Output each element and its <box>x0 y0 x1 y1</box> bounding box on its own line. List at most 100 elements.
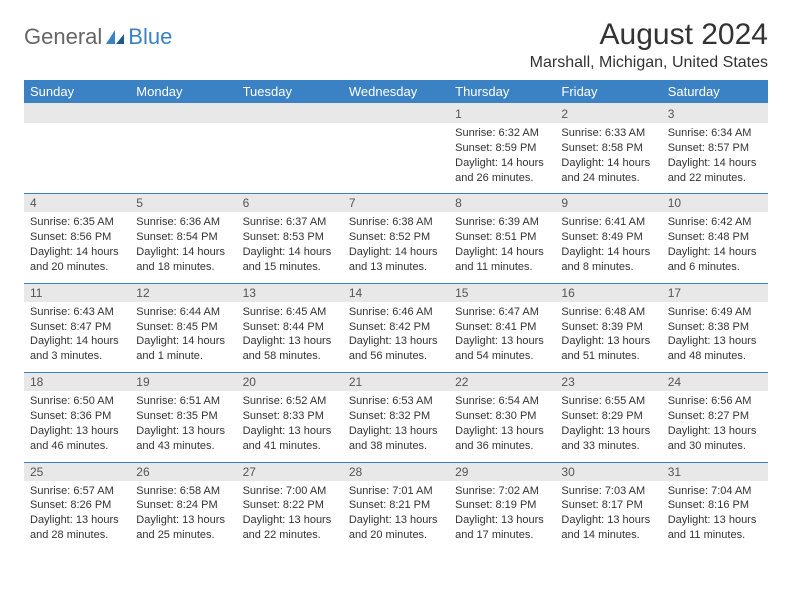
daylight-text: and 56 minutes. <box>349 349 443 364</box>
calendar-cell: 17Sunrise: 6:49 AMSunset: 8:38 PMDayligh… <box>662 283 768 372</box>
cell-body: Sunrise: 6:37 AMSunset: 8:53 PMDaylight:… <box>237 212 343 282</box>
day-number: 6 <box>237 194 343 212</box>
cell-body: Sunrise: 6:48 AMSunset: 8:39 PMDaylight:… <box>555 302 661 372</box>
cell-body: Sunrise: 6:43 AMSunset: 8:47 PMDaylight:… <box>24 302 130 372</box>
day-number: 4 <box>24 194 130 212</box>
day-number-empty <box>130 105 236 123</box>
calendar-cell: 28Sunrise: 7:01 AMSunset: 8:21 PMDayligh… <box>343 462 449 551</box>
sunset-text: Sunset: 8:36 PM <box>30 409 124 424</box>
cell-body: Sunrise: 7:02 AMSunset: 8:19 PMDaylight:… <box>449 481 555 551</box>
daylight-text: Daylight: 13 hours <box>668 334 762 349</box>
location-text: Marshall, Michigan, United States <box>530 54 768 72</box>
sunrise-text: Sunrise: 6:53 AM <box>349 394 443 409</box>
day-number-empty <box>24 105 130 123</box>
sunrise-text: Sunrise: 6:44 AM <box>136 305 230 320</box>
calendar-week: 18Sunrise: 6:50 AMSunset: 8:36 PMDayligh… <box>24 373 768 462</box>
title-block: August 2024 Marshall, Michigan, United S… <box>530 18 768 72</box>
daylight-text: Daylight: 14 hours <box>455 245 549 260</box>
cell-body-empty <box>130 123 236 183</box>
daylight-text: Daylight: 13 hours <box>561 424 655 439</box>
calendar-cell: 24Sunrise: 6:56 AMSunset: 8:27 PMDayligh… <box>662 373 768 462</box>
daylight-text: and 20 minutes. <box>30 260 124 275</box>
sunrise-text: Sunrise: 6:32 AM <box>455 126 549 141</box>
calendar-cell: 3Sunrise: 6:34 AMSunset: 8:57 PMDaylight… <box>662 104 768 194</box>
sunset-text: Sunset: 8:42 PM <box>349 320 443 335</box>
sunset-text: Sunset: 8:53 PM <box>243 230 337 245</box>
calendar-cell: 21Sunrise: 6:53 AMSunset: 8:32 PMDayligh… <box>343 373 449 462</box>
sunrise-text: Sunrise: 6:38 AM <box>349 215 443 230</box>
calendar-cell: 4Sunrise: 6:35 AMSunset: 8:56 PMDaylight… <box>24 194 130 283</box>
brand-logo: General Blue <box>24 24 172 50</box>
daylight-text: and 28 minutes. <box>30 528 124 543</box>
calendar-head: SundayMondayTuesdayWednesdayThursdayFrid… <box>24 80 768 104</box>
sunset-text: Sunset: 8:32 PM <box>349 409 443 424</box>
day-number: 18 <box>24 373 130 391</box>
day-number: 28 <box>343 463 449 481</box>
cell-body: Sunrise: 6:39 AMSunset: 8:51 PMDaylight:… <box>449 212 555 282</box>
calendar-cell: 29Sunrise: 7:02 AMSunset: 8:19 PMDayligh… <box>449 462 555 551</box>
daylight-text: Daylight: 13 hours <box>30 424 124 439</box>
day-number: 10 <box>662 194 768 212</box>
day-header: Saturday <box>662 80 768 104</box>
daylight-text: and 22 minutes. <box>668 171 762 186</box>
cell-body: Sunrise: 6:49 AMSunset: 8:38 PMDaylight:… <box>662 302 768 372</box>
day-number: 14 <box>343 284 449 302</box>
day-number: 3 <box>662 105 768 123</box>
daylight-text: Daylight: 14 hours <box>243 245 337 260</box>
calendar-cell: 12Sunrise: 6:44 AMSunset: 8:45 PMDayligh… <box>130 283 236 372</box>
daylight-text: and 1 minute. <box>136 349 230 364</box>
calendar-cell: 5Sunrise: 6:36 AMSunset: 8:54 PMDaylight… <box>130 194 236 283</box>
daylight-text: and 3 minutes. <box>30 349 124 364</box>
calendar-cell: 23Sunrise: 6:55 AMSunset: 8:29 PMDayligh… <box>555 373 661 462</box>
calendar-week: 1Sunrise: 6:32 AMSunset: 8:59 PMDaylight… <box>24 104 768 194</box>
daylight-text: Daylight: 13 hours <box>349 334 443 349</box>
calendar-page: General Blue August 2024 Marshall, Michi… <box>0 0 792 569</box>
cell-body: Sunrise: 6:32 AMSunset: 8:59 PMDaylight:… <box>449 123 555 193</box>
calendar-cell: 11Sunrise: 6:43 AMSunset: 8:47 PMDayligh… <box>24 283 130 372</box>
cell-body: Sunrise: 7:03 AMSunset: 8:17 PMDaylight:… <box>555 481 661 551</box>
cell-body: Sunrise: 6:42 AMSunset: 8:48 PMDaylight:… <box>662 212 768 282</box>
sunrise-text: Sunrise: 6:43 AM <box>30 305 124 320</box>
calendar-cell: 16Sunrise: 6:48 AMSunset: 8:39 PMDayligh… <box>555 283 661 372</box>
day-number: 19 <box>130 373 236 391</box>
calendar-cell: 9Sunrise: 6:41 AMSunset: 8:49 PMDaylight… <box>555 194 661 283</box>
daylight-text: and 11 minutes. <box>455 260 549 275</box>
daylight-text: and 41 minutes. <box>243 439 337 454</box>
sunset-text: Sunset: 8:41 PM <box>455 320 549 335</box>
daylight-text: and 30 minutes. <box>668 439 762 454</box>
daylight-text: and 48 minutes. <box>668 349 762 364</box>
day-number: 24 <box>662 373 768 391</box>
daylight-text: and 6 minutes. <box>668 260 762 275</box>
cell-body: Sunrise: 6:51 AMSunset: 8:35 PMDaylight:… <box>130 391 236 461</box>
sunrise-text: Sunrise: 6:56 AM <box>668 394 762 409</box>
daylight-text: Daylight: 13 hours <box>561 334 655 349</box>
day-number: 8 <box>449 194 555 212</box>
daylight-text: and 36 minutes. <box>455 439 549 454</box>
daylight-text: and 38 minutes. <box>349 439 443 454</box>
day-number: 5 <box>130 194 236 212</box>
daylight-text: Daylight: 14 hours <box>561 245 655 260</box>
daylight-text: Daylight: 13 hours <box>668 424 762 439</box>
daylight-text: Daylight: 13 hours <box>455 513 549 528</box>
sunrise-text: Sunrise: 6:41 AM <box>561 215 655 230</box>
day-number: 26 <box>130 463 236 481</box>
daylight-text: and 43 minutes. <box>136 439 230 454</box>
daylight-text: Daylight: 14 hours <box>30 334 124 349</box>
day-header: Monday <box>130 80 236 104</box>
sunset-text: Sunset: 8:52 PM <box>349 230 443 245</box>
day-number: 30 <box>555 463 661 481</box>
day-number: 9 <box>555 194 661 212</box>
day-header: Thursday <box>449 80 555 104</box>
daylight-text: Daylight: 14 hours <box>668 156 762 171</box>
sunrise-text: Sunrise: 6:45 AM <box>243 305 337 320</box>
cell-body: Sunrise: 7:01 AMSunset: 8:21 PMDaylight:… <box>343 481 449 551</box>
sunrise-text: Sunrise: 6:33 AM <box>561 126 655 141</box>
daylight-text: Daylight: 13 hours <box>349 513 443 528</box>
cell-body: Sunrise: 6:58 AMSunset: 8:24 PMDaylight:… <box>130 481 236 551</box>
daylight-text: and 15 minutes. <box>243 260 337 275</box>
daylight-text: and 8 minutes. <box>561 260 655 275</box>
sail-icon <box>104 28 126 46</box>
daylight-text: and 13 minutes. <box>349 260 443 275</box>
calendar-body: 1Sunrise: 6:32 AMSunset: 8:59 PMDaylight… <box>24 104 768 551</box>
calendar-cell: 15Sunrise: 6:47 AMSunset: 8:41 PMDayligh… <box>449 283 555 372</box>
